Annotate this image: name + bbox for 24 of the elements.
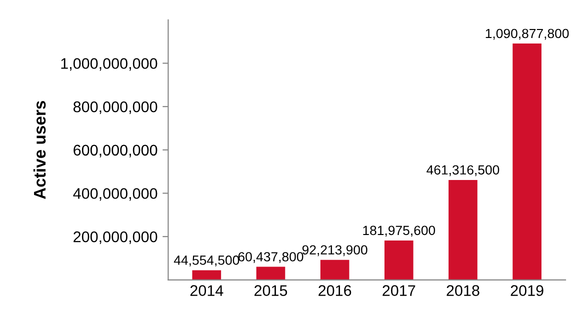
bar: [192, 270, 222, 280]
x-tick-label: 2018: [446, 285, 480, 296]
x-tick-label: 2017: [382, 285, 416, 296]
data-label: 461,316,500: [426, 165, 500, 176]
bar: [384, 240, 414, 280]
y-tick-label: 200,000,000: [74, 231, 158, 244]
data-label: 44,554,500: [174, 256, 240, 266]
y-axis-title: Active users: [33, 101, 46, 200]
data-label: 1,090,877,800: [486, 28, 569, 40]
data-label: 181,975,600: [363, 226, 436, 237]
y-tick-label: 800,000,000: [73, 101, 158, 114]
bar: [448, 180, 478, 280]
y-tick-label: 400,000,000: [73, 188, 158, 201]
bar: [512, 44, 542, 280]
bar: [256, 266, 286, 280]
bar: [320, 260, 350, 280]
y-tick-label: 1,000,000,000: [61, 58, 158, 71]
x-tick-label: 2016: [318, 285, 352, 296]
x-tick-label: 2019: [510, 285, 544, 296]
data-label: 92,213,900: [302, 245, 368, 256]
x-tick-label: 2015: [254, 285, 288, 296]
y-tick-label: 600,000,000: [74, 144, 158, 158]
data-label: 60,437,800: [238, 252, 304, 263]
x-tick-label: 2014: [190, 285, 224, 296]
